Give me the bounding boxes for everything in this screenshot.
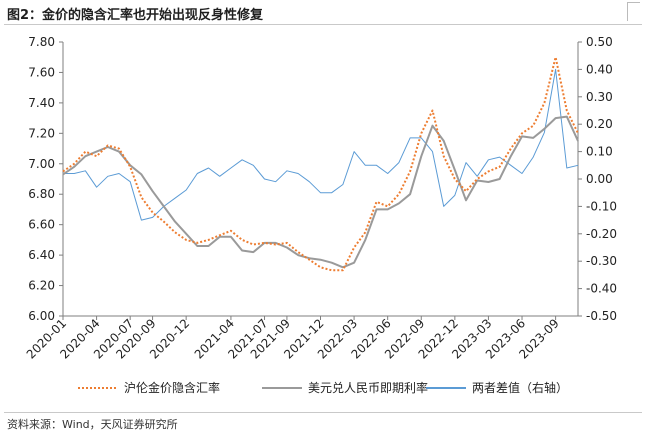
y-left-tick-label: 6.80 (28, 187, 55, 201)
y-right-tick-label: -0.20 (586, 227, 617, 241)
y-left-tick-label: 7.80 (28, 35, 55, 49)
series-line-2 (63, 68, 579, 221)
y-right-tick-label: 0.40 (586, 62, 613, 76)
y-right-tick-label: 0.50 (586, 35, 613, 49)
y-right-tick-label: -0.10 (586, 199, 617, 213)
y-left-tick-label: 7.20 (28, 126, 55, 140)
line-chart: 6.00 6.20 6.40 6.60 6.80 7.00 7.20 7.40 7.60 7.80… (24, 35, 617, 395)
series-line-0 (62, 56, 579, 272)
y-left-tick-label: 7.00 (28, 157, 55, 171)
y-left-tick-label: 6.40 (28, 248, 55, 262)
y-left-tick-label: 7.60 (28, 65, 55, 79)
y-right-tick-label: 0.10 (586, 145, 613, 159)
top-divider (4, 24, 642, 25)
y-right-tick-label: -0.40 (586, 282, 617, 296)
y-right-tick-label: -0.50 (586, 309, 617, 323)
legend-label-0: 沪伦金价隐含汇率 (124, 380, 220, 395)
y-right-tick-label: -0.30 (586, 254, 617, 268)
y-left-tick-label: 7.40 (28, 96, 55, 110)
corner-mark (627, 2, 640, 21)
legend-label-1: 美元兑人民币即期利率 (308, 380, 428, 395)
axes: 6.00 6.20 6.40 6.60 6.80 7.00 7.20 7.40 7.60 7.80… (24, 35, 617, 362)
series-lines (62, 56, 579, 272)
y-left-tick-label: 6.20 (28, 279, 55, 293)
y-right-tick-label: 0.30 (586, 90, 613, 104)
y-left-tick-label: 6.60 (28, 218, 55, 232)
y-right-tick-label: 0.00 (586, 172, 613, 186)
y-right-tick-label: 0.20 (586, 117, 613, 131)
figure-source: 资料来源：Wind，天风证券研究所 (7, 418, 178, 431)
figure-title: 图2：金价的隐含汇率也开始出现反身性修复 (7, 8, 264, 23)
legend: 沪伦金价隐含汇率 美元兑人民币即期利率 两者差值（右轴） (78, 380, 568, 395)
series-line-1 (62, 115, 579, 269)
legend-label-2: 两者差值（右轴） (472, 380, 568, 395)
y-left-tick-label: 6.00 (28, 309, 55, 323)
bottom-divider (4, 412, 642, 413)
